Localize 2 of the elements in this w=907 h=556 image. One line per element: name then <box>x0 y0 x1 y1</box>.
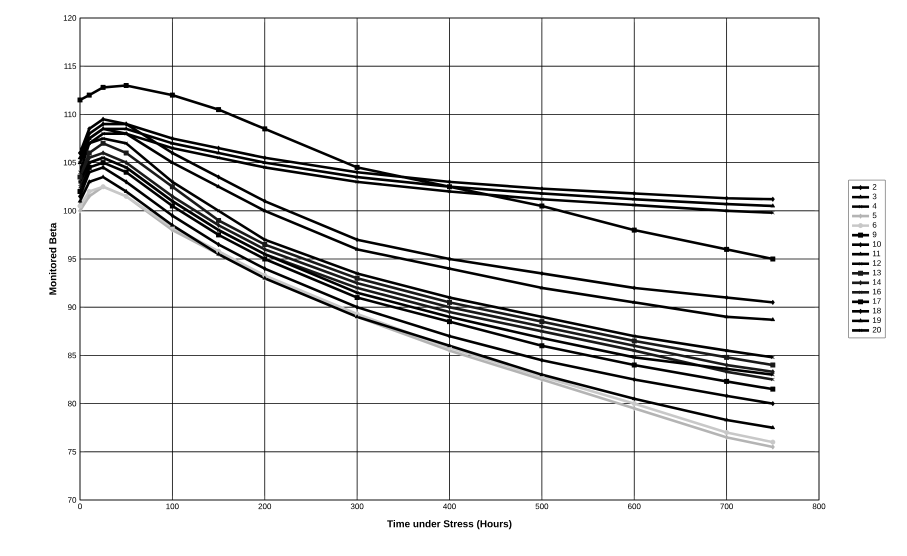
y-axis-title: Monitored Beta <box>49 222 56 295</box>
x-axis-title: Time under Stress (Hours) <box>387 520 512 530</box>
